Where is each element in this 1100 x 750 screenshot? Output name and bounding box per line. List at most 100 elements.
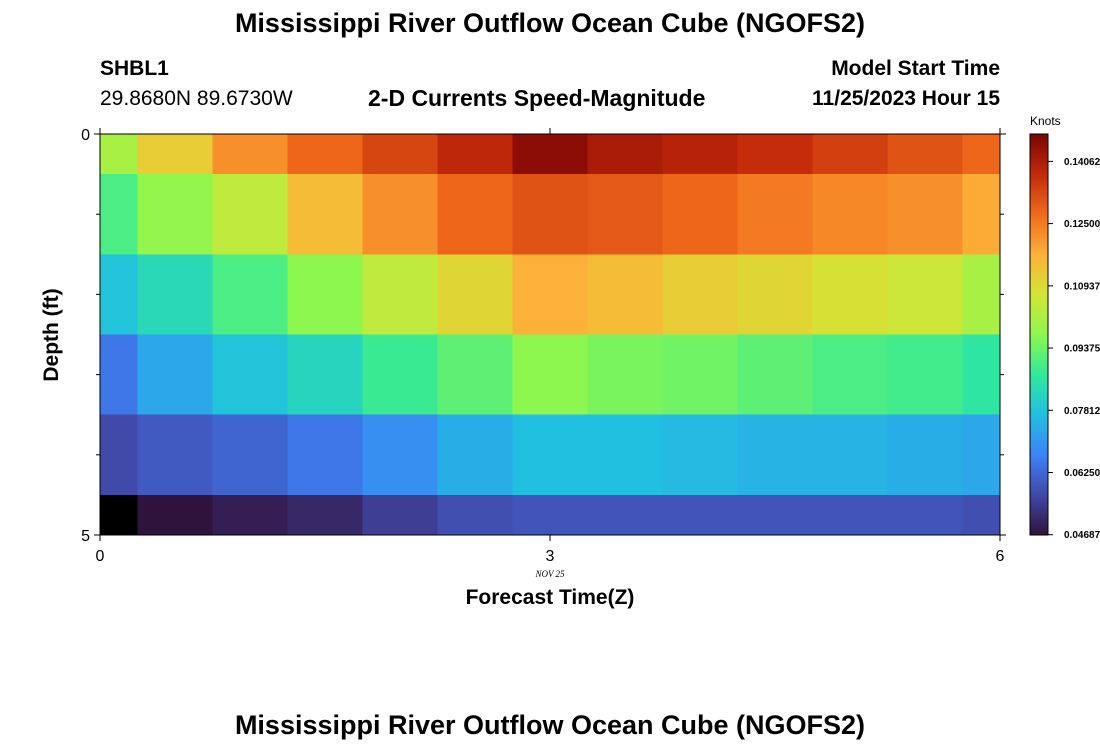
heatmap-cell bbox=[737, 494, 813, 536]
heatmap-cell bbox=[737, 134, 813, 175]
heatmap-cell bbox=[362, 254, 438, 335]
heatmap-cell bbox=[437, 134, 513, 175]
heatmap-cell bbox=[437, 334, 513, 416]
heatmap-cell bbox=[887, 334, 963, 416]
heatmap-cell bbox=[512, 134, 588, 175]
heatmap-cell bbox=[887, 134, 963, 175]
heatmap-cell bbox=[100, 414, 138, 496]
heatmap-cell bbox=[137, 334, 213, 416]
date-marker: NOV 25 bbox=[534, 569, 565, 579]
heatmap-cell bbox=[737, 334, 813, 416]
x-tick-label: 0 bbox=[96, 548, 105, 565]
heatmap-cell bbox=[362, 414, 438, 496]
colorbar-tick-label: 0.06250 bbox=[1064, 468, 1100, 479]
heatmap-cell bbox=[812, 494, 888, 536]
heatmap-cell bbox=[812, 134, 888, 175]
heatmap-cell bbox=[137, 414, 213, 496]
heatmap-cell bbox=[887, 414, 963, 496]
heatmap-cell bbox=[587, 254, 663, 335]
station-name: SHBL1 bbox=[100, 57, 169, 80]
chart-title: Mississippi River Outflow Ocean Cube (NG… bbox=[234, 8, 866, 38]
heatmap-cell bbox=[587, 334, 663, 416]
heatmap-cell bbox=[437, 414, 513, 496]
x-axis-label: Forecast Time(Z) bbox=[466, 586, 635, 609]
heatmap-cell bbox=[512, 414, 588, 496]
heatmap-cell bbox=[887, 174, 963, 255]
heatmap-cell bbox=[587, 134, 663, 175]
heatmap-cell bbox=[587, 174, 663, 255]
heatmap-cell bbox=[737, 414, 813, 496]
heatmap-cell bbox=[812, 174, 888, 255]
heatmap-cell bbox=[137, 494, 213, 536]
x-tick-label: 3 bbox=[546, 548, 555, 565]
heatmap-cell bbox=[887, 494, 963, 536]
heatmap-cell bbox=[662, 334, 738, 416]
heatmap-cell bbox=[287, 334, 363, 416]
footer-title: Mississippi River Outflow Ocean Cube (NG… bbox=[234, 710, 866, 740]
colorbar bbox=[1029, 133, 1049, 536]
colorbar-tick-label: 0.07812 bbox=[1064, 406, 1100, 417]
chart-subtitle: 2-D Currents Speed-Magnitude bbox=[368, 85, 706, 111]
heatmap-cell bbox=[512, 334, 588, 416]
heatmap-cell bbox=[437, 174, 513, 255]
heatmap-cell bbox=[437, 494, 513, 536]
heatmap-cell bbox=[662, 174, 738, 255]
heatmap-cell bbox=[212, 134, 288, 175]
heatmap-cell bbox=[962, 494, 1001, 536]
heatmap-cell bbox=[212, 414, 288, 496]
heatmap-cell bbox=[212, 174, 288, 255]
heatmap-cell bbox=[287, 254, 363, 335]
heatmap-cell bbox=[287, 134, 363, 175]
heatmap-cell bbox=[962, 134, 1001, 175]
heatmap-cell bbox=[512, 494, 588, 536]
heatmap-cell bbox=[812, 334, 888, 416]
heatmap-cell bbox=[962, 174, 1001, 255]
x-tick-label: 6 bbox=[996, 548, 1005, 565]
heatmap-cell bbox=[362, 334, 438, 416]
colorbar-tick-label: 0.12500 bbox=[1064, 219, 1100, 230]
heatmap-cell bbox=[512, 254, 588, 335]
heatmap-cell bbox=[362, 494, 438, 536]
heatmap-cell bbox=[212, 494, 288, 536]
heatmap-cell bbox=[962, 334, 1001, 416]
heatmap-cell bbox=[362, 134, 438, 175]
heatmap-cell bbox=[812, 254, 888, 335]
heatmap-cell bbox=[137, 254, 213, 335]
colorbar-tick-label: 0.04687 bbox=[1064, 530, 1100, 541]
y-tick-label: 0 bbox=[81, 127, 90, 144]
heatmap-cells bbox=[100, 134, 1001, 536]
heatmap-cell bbox=[437, 254, 513, 335]
heatmap-cell bbox=[587, 494, 663, 536]
colorbar-ticks: 0.04687 0.06250 0.07812 0.09375 0.10937 0.125… bbox=[1048, 157, 1100, 541]
heatmap-cell bbox=[662, 494, 738, 536]
axes: 0 3 605 bbox=[81, 127, 1006, 565]
heatmap-cell bbox=[362, 174, 438, 255]
heatmap-cell bbox=[287, 414, 363, 496]
heatmap-cell bbox=[737, 254, 813, 335]
heatmap-cell bbox=[212, 254, 288, 335]
heatmap-cell bbox=[100, 334, 138, 416]
heatmap-cell bbox=[512, 174, 588, 255]
heatmap-cell bbox=[662, 254, 738, 335]
heatmap-cell bbox=[100, 174, 138, 255]
heatmap-cell bbox=[137, 174, 213, 255]
heatmap-cell bbox=[100, 254, 138, 335]
heatmap-cell bbox=[662, 414, 738, 496]
heatmap-cell bbox=[737, 174, 813, 255]
y-axis-label: Depth (ft) bbox=[40, 288, 63, 381]
colorbar-tick-label: 0.09375 bbox=[1064, 344, 1100, 355]
heatmap-cell bbox=[100, 134, 138, 175]
station-coords: 29.8680N 89.6730W bbox=[100, 87, 293, 110]
heatmap-cell bbox=[812, 414, 888, 496]
colorbar-tick-label: 0.14062 bbox=[1064, 157, 1100, 168]
heatmap-cell bbox=[137, 134, 213, 175]
heatmap-cell bbox=[100, 494, 138, 536]
heatmap-cell bbox=[662, 134, 738, 175]
colorbar-tick-label: 0.10937 bbox=[1064, 281, 1100, 292]
heatmap-cell bbox=[962, 414, 1001, 496]
heatmap-cell bbox=[887, 254, 963, 335]
heatmap-cell bbox=[287, 174, 363, 255]
heatmap-cell bbox=[962, 254, 1001, 335]
model-start-label: Model Start Time bbox=[831, 57, 1000, 80]
